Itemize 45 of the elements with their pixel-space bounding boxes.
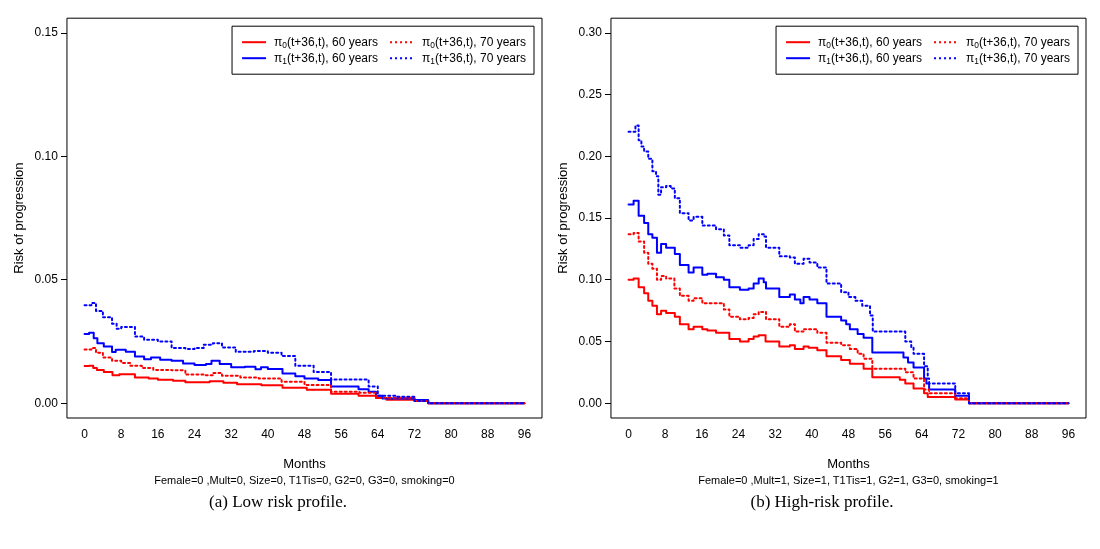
y-tick-label: 0.00 [34, 395, 59, 410]
y-tick-label: 0.15 [578, 210, 603, 225]
x-tick-label: 8 [117, 426, 125, 441]
x-tick-label: 56 [878, 426, 893, 441]
y-axis-title: Risk of progression [11, 162, 27, 274]
text: (b) High-risk profile. [750, 492, 894, 512]
y-tick-label: 0.00 [578, 395, 603, 410]
x-tick-label: 56 [334, 426, 349, 441]
x-tick-label: 16 [151, 426, 165, 441]
y-tick-label: 0.05 [34, 272, 59, 287]
y-tick-label: 0.15 [34, 25, 59, 40]
x-tick-label: 80 [444, 426, 459, 441]
x-tick-label: 72 [951, 426, 966, 441]
x-tick-label: 96 [1061, 426, 1076, 441]
x-tick-label: 32 [224, 426, 239, 441]
x-tick-label: 72 [407, 426, 422, 441]
x-tick-label: 40 [261, 426, 275, 441]
x-tick-label: 32 [768, 426, 783, 441]
y-tick-label: 0.25 [578, 87, 603, 102]
x-tick-label: 24 [187, 426, 202, 441]
y-tick-label: 0.05 [578, 333, 603, 348]
x-tick-label: 40 [805, 426, 819, 441]
x-axis-title: Months [283, 455, 327, 471]
x-tick-label: 0 [81, 426, 89, 441]
x-tick-label: 88 [1025, 426, 1039, 441]
x-tick-label: 0 [625, 426, 633, 441]
x-axis-title: Months [827, 455, 871, 471]
x-tick-label: 48 [297, 426, 312, 441]
x-tick-label: 64 [915, 426, 929, 441]
x-tick-label: 80 [988, 426, 1003, 441]
x-tick-label: 24 [731, 426, 746, 441]
x-tick-label: 96 [517, 426, 532, 441]
y-axis-title: Risk of progression [555, 162, 571, 274]
x-tick-label: 48 [841, 426, 856, 441]
x-tick-label: 16 [695, 426, 709, 441]
y-tick-label: 0.10 [34, 148, 59, 163]
x-tick-label: 64 [371, 426, 385, 441]
text: Female=0 ,Mult=1, Size=1, T1Tis=1, G2=1, G3=0, smoking=1 [698, 473, 999, 486]
y-tick-label: 0.30 [578, 25, 603, 40]
text: Female=0 ,Mult=0, Size=0, T1Tis=0, G2=0, G3=0, smoking=0 [154, 473, 455, 486]
x-tick-label: 88 [481, 426, 495, 441]
x-tick-label: 8 [661, 426, 669, 441]
y-tick-label: 0.10 [578, 272, 603, 287]
y-tick-label: 0.20 [578, 148, 603, 163]
text: (a) Low risk profile. [209, 492, 347, 512]
